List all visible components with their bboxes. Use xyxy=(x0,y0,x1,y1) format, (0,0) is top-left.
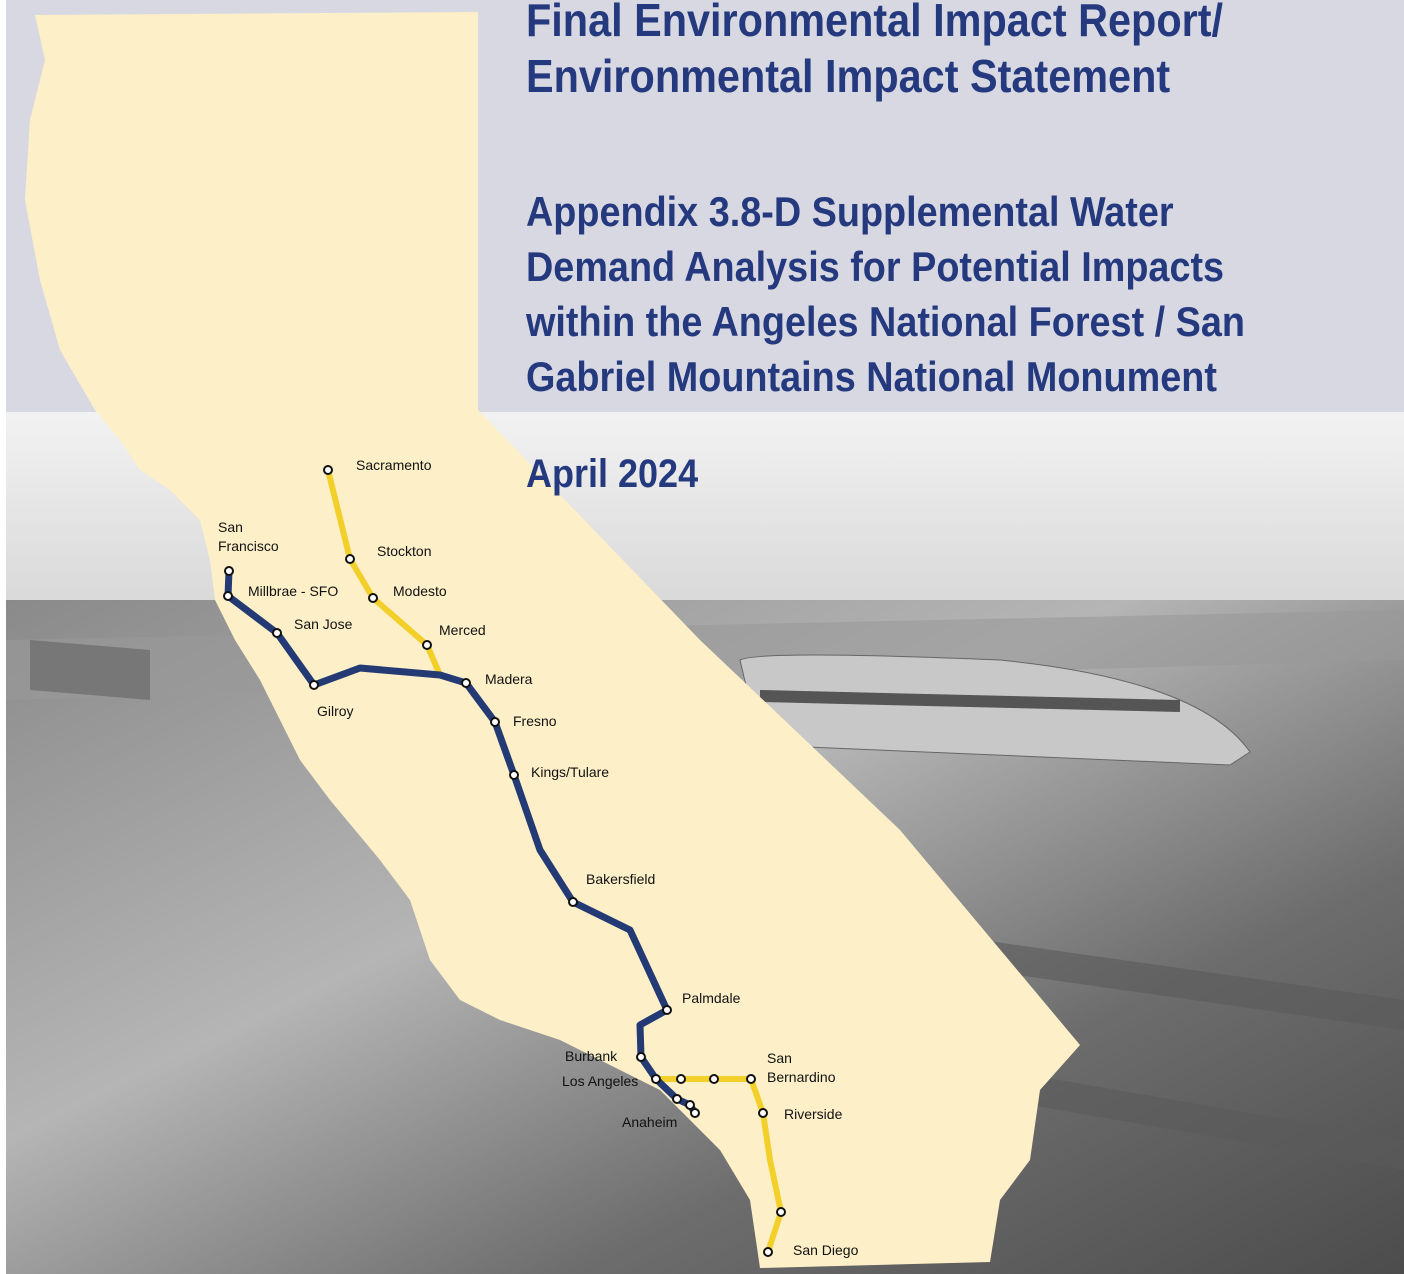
station-label: San Diego xyxy=(793,1242,859,1258)
station-label: Fresno xyxy=(513,713,557,729)
station-label: Millbrae - SFO xyxy=(248,583,338,599)
station-label: Burbank xyxy=(565,1048,618,1064)
station-label: Sacramento xyxy=(356,457,432,473)
title-line: Environmental Impact Statement xyxy=(526,48,1223,104)
appendix-title: Appendix 3.8-D Supplemental Water Demand… xyxy=(526,184,1245,404)
station-label: San xyxy=(218,519,243,535)
appendix-line: Gabriel Mountains National Monument xyxy=(526,349,1245,404)
station-label: Bernardino xyxy=(767,1069,836,1085)
report-date: April 2024 xyxy=(526,452,698,497)
station-label: Francisco xyxy=(218,538,279,554)
station-label: Stockton xyxy=(377,543,431,559)
station-label: Modesto xyxy=(393,583,447,599)
station-label: Madera xyxy=(485,671,533,687)
station-label: Bakersfield xyxy=(586,871,655,887)
appendix-line: Demand Analysis for Potential Impacts xyxy=(526,239,1245,294)
appendix-line: Appendix 3.8-D Supplemental Water xyxy=(526,184,1245,239)
station-label: Merced xyxy=(439,622,486,638)
station-label: Gilroy xyxy=(317,703,354,719)
train xyxy=(30,640,150,700)
station-label: Anaheim xyxy=(622,1114,677,1130)
title-line: Final Environmental Impact Report/ xyxy=(526,0,1223,48)
appendix-line: within the Angeles National Forest / San xyxy=(526,294,1245,349)
station-label: Palmdale xyxy=(682,990,741,1006)
report-title: Final Environmental Impact Report/ Envir… xyxy=(526,0,1223,104)
station-label: San xyxy=(767,1050,792,1066)
station-label: Riverside xyxy=(784,1106,843,1122)
station-label: Los Angeles xyxy=(562,1073,638,1089)
station-label: Kings/Tulare xyxy=(531,764,609,780)
cover-page: Sacramento San Francisco Stockton Modest… xyxy=(0,0,1404,1274)
station-label: San Jose xyxy=(294,616,353,632)
